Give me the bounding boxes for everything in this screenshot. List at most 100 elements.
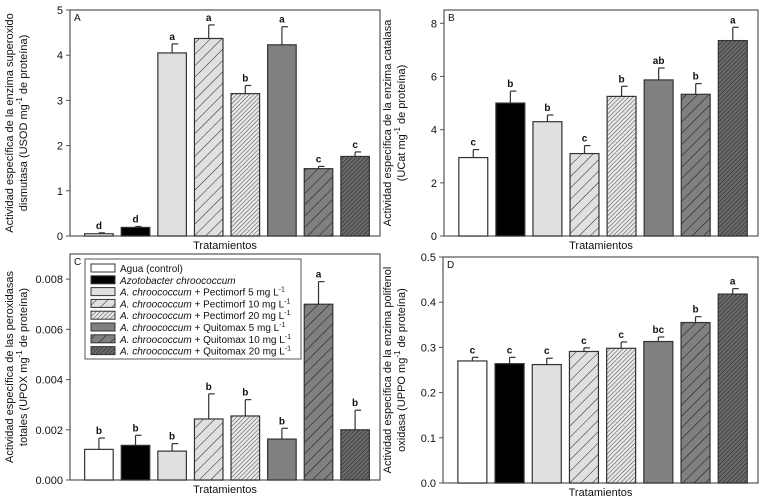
- bar-lightgray-solid: [157, 450, 187, 481]
- y-axis-label: Actividad específica de la enzima supero…: [4, 13, 30, 233]
- significance-letter: b: [242, 73, 248, 84]
- bar-lightgray-dense-hatch: [606, 347, 637, 484]
- y-axis-label-line1: Actividad específica de la enzima supero…: [4, 13, 16, 233]
- legend-swatch: [90, 334, 116, 344]
- significance-letter: b: [507, 79, 513, 90]
- bar-black-solid: [120, 444, 151, 481]
- bar-lightgray-sparse-hatch: [193, 37, 224, 237]
- y-axis-label: Actividad específica de las peroxidasas t…: [4, 271, 30, 463]
- panel-label: A: [74, 13, 81, 24]
- legend-swatch: [90, 346, 116, 356]
- legend-item: A. chroococcum + Pectimorf 10 mg L-1: [90, 298, 291, 310]
- y-tick-label: 3: [57, 95, 63, 107]
- legend-swatch: [90, 275, 116, 285]
- bar-darkgray-dense-hatch: [340, 429, 370, 481]
- bar-darkgray-dense-hatch: [340, 155, 370, 237]
- panel-d: D 0.0 0.1 0.2 0.3 0.4 0.5 c c c c c bc b a Tratamientos…: [382, 252, 759, 499]
- plot-frame: [69, 9, 381, 237]
- significance-letter: a: [206, 13, 212, 24]
- panel-a: A 0 1 2 3 4 5 d d a a b a c c Tratamientos Actividad esp…: [4, 5, 381, 252]
- y-tick-label: 0.5: [421, 252, 436, 264]
- bar-lightgray-sparse-hatch: [568, 350, 600, 484]
- bar-lightgray-sparse-hatch: [569, 152, 600, 237]
- plot-frame: [442, 256, 759, 484]
- legend-label: A. chroococcum + Pectimorf 5 mg L-1: [119, 287, 285, 299]
- legend: Agua (control)Azotobacter chroococcumA. …: [84, 258, 302, 360]
- significance-letter: ab: [653, 56, 665, 67]
- y-axis-label-line2: oxidasa (UPPO mg-1 de proteína): [393, 288, 408, 452]
- legend-swatch: [90, 298, 116, 308]
- legend-swatch: [90, 310, 116, 320]
- bar-white-solid: [457, 360, 488, 484]
- bar-midgray-sparse-hatch: [680, 93, 711, 237]
- significance-letter: c: [507, 345, 513, 356]
- y-tick-label: 0.4: [421, 297, 436, 309]
- x-axis-label: Tratamientos: [193, 484, 257, 496]
- y-tick-label: 0.000: [35, 475, 63, 487]
- legend-swatch: [90, 287, 116, 297]
- significance-letter: c: [352, 140, 358, 151]
- significance-letter: a: [279, 15, 285, 26]
- significance-letter: a: [730, 277, 736, 288]
- y-tick-label: 2: [431, 178, 437, 190]
- legend-item: A. chroococcum + Pectimorf 5 mg L-1: [90, 287, 285, 299]
- y-tick-label: 0.3: [421, 342, 436, 354]
- y-tick-label: 0: [57, 231, 63, 243]
- significance-letter: c: [316, 154, 322, 165]
- y-tick-label: 4: [431, 125, 437, 137]
- significance-letter: b: [96, 426, 102, 437]
- legend-label: A. chroococcum + Pectimorf 20 mg L-1: [119, 310, 291, 322]
- y-tick-label: 0.0: [421, 478, 436, 490]
- legend-swatch: [90, 322, 116, 332]
- bar-midgray-solid: [643, 79, 674, 237]
- y-tick-label: 2: [57, 141, 63, 153]
- significance-letter: c: [470, 345, 476, 356]
- bar-black-solid: [495, 102, 526, 237]
- legend-item: A. chroococcum + Quitomax 20 mg L-1: [90, 346, 291, 358]
- y-tick-label: 0.008: [35, 274, 63, 286]
- significance-letter: bc: [652, 325, 664, 336]
- panel-label: C: [74, 257, 81, 268]
- y-tick-label: 6: [431, 71, 437, 83]
- y-tick-label: 0.002: [35, 425, 63, 437]
- y-tick-label: 1: [57, 186, 63, 198]
- bar-darkgray-dense-hatch: [717, 39, 748, 237]
- legend-label: A. chroococcum + Pectimorf 10 mg L-1: [119, 298, 291, 310]
- significance-letter: c: [471, 138, 477, 149]
- legend-item: A. chroococcum + Quitomax 10 mg L-1: [90, 334, 291, 346]
- bar-lightgray-solid: [157, 52, 187, 237]
- y-axis-label-line1: Actividad específica de las peroxidasas: [4, 271, 16, 463]
- y-axis-label-line2: (UCat mg-1 de proteína): [393, 65, 408, 182]
- panel-label: B: [448, 13, 455, 24]
- significance-letter: c: [581, 336, 587, 347]
- y-tick-label: 8: [431, 18, 437, 30]
- bar-midgray-sparse-hatch: [303, 168, 334, 237]
- legend-item: A. chroococcum + Pectimorf 20 mg L-1: [90, 310, 291, 322]
- plot-frame: [69, 253, 381, 481]
- legend-item: Azotobacter chroococcum: [90, 275, 236, 287]
- bar-lightgray-dense-hatch: [230, 415, 261, 481]
- y-tick-label: 5: [57, 5, 63, 17]
- y-axis-label-line2: totales (UPOX mg-1 de proteína): [15, 288, 30, 446]
- bar-black-solid: [120, 226, 151, 237]
- bar-lightgray-dense-hatch: [230, 93, 261, 237]
- legend-item: Agua (control): [90, 263, 183, 275]
- legend-label: A. chroococcum + Quitomax 10 mg L-1: [119, 334, 291, 346]
- legend-label: A. chroococcum + Quitomax 20 mg L-1: [119, 346, 291, 358]
- bar-lightgray-solid: [532, 121, 563, 237]
- plot-frame: [443, 9, 759, 237]
- y-axis-label: Actividad específica de la enzima polife…: [382, 267, 408, 474]
- panel-label: D: [447, 260, 454, 271]
- bar-midgray-solid: [643, 340, 674, 484]
- significance-letter: c: [618, 330, 624, 341]
- significance-letter: b: [242, 388, 248, 399]
- significance-letter: b: [544, 103, 550, 114]
- y-tick-label: 0.2: [421, 388, 436, 400]
- significance-letter: c: [544, 346, 550, 357]
- bar-white-solid: [84, 448, 114, 481]
- y-axis-label-line1: Actividad específica de la enzima catala…: [382, 19, 394, 227]
- bar-midgray-sparse-hatch: [303, 303, 334, 481]
- x-axis-label: Tratamientos: [569, 487, 633, 499]
